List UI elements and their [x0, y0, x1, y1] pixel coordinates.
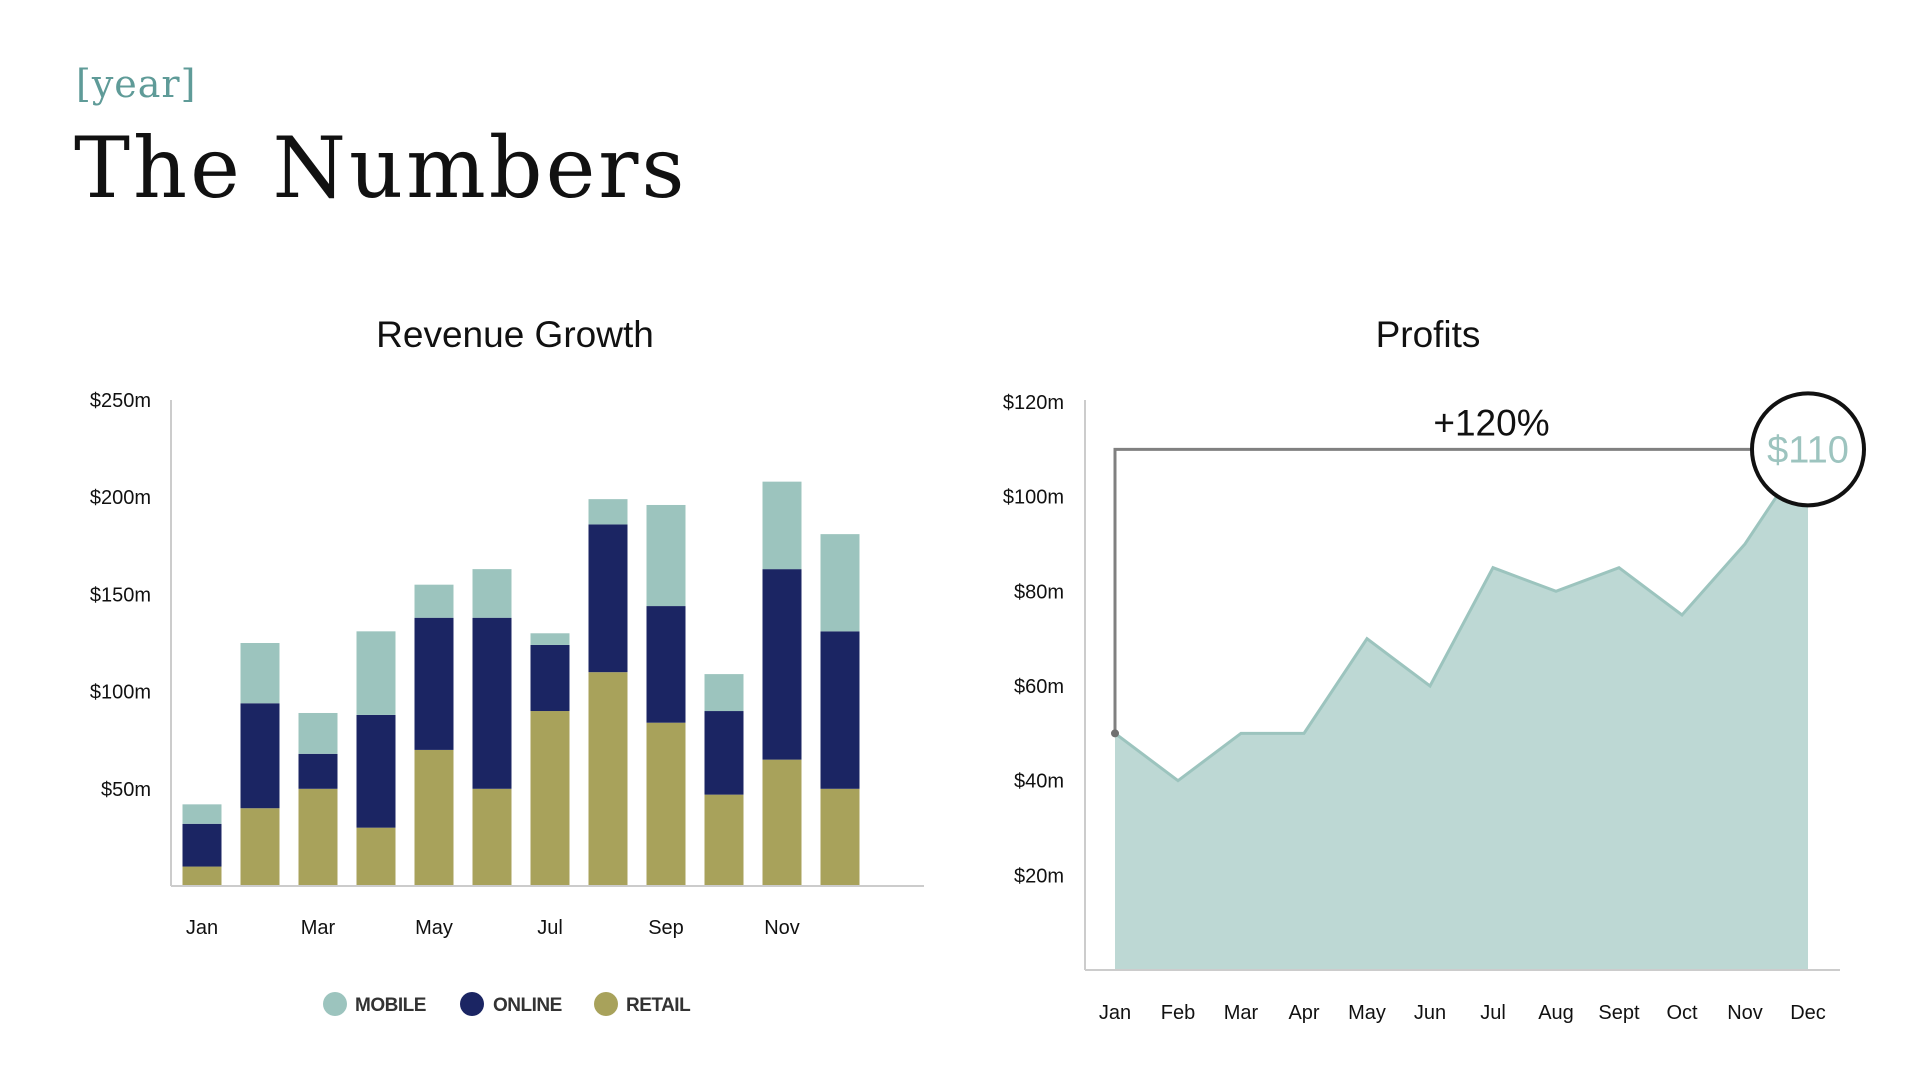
revenue-x-tick-label: Jan: [186, 917, 218, 939]
revenue-bar-retail-mar: [298, 788, 338, 886]
profits-x-tick-label: Oct: [1666, 1002, 1698, 1024]
profits-x-tick-label: Jan: [1099, 1002, 1131, 1024]
revenue-x-tick-label: Mar: [301, 917, 336, 939]
revenue-bar-mobile-nov: [762, 481, 802, 570]
revenue-y-tick-label: $200m: [90, 487, 151, 509]
profits-line: [1114, 448, 1810, 783]
year-subtitle: [year]: [76, 62, 197, 106]
revenue-bar-online-mar: [298, 753, 338, 789]
profits-y-tick-label: $80m: [1014, 581, 1064, 603]
profits-x-tick-label: Feb: [1161, 1002, 1195, 1024]
revenue-bar-retail-dec: [820, 788, 860, 886]
revenue-bar-online-may: [414, 617, 454, 750]
profits-x-tick-label: Jul: [1480, 1002, 1506, 1024]
revenue-bar-mobile-apr: [356, 631, 396, 715]
revenue-bar-retail-feb: [240, 808, 280, 886]
legend-label-retail: RETAIL: [626, 995, 691, 1016]
revenue-bar-mobile-jul: [530, 633, 570, 645]
revenue-bar-mobile-dec: [820, 534, 860, 632]
revenue-bar-mobile-mar: [298, 712, 338, 754]
revenue-bar-online-oct: [704, 711, 744, 795]
legend-label-online: ONLINE: [493, 995, 562, 1016]
revenue-bar-mobile-jan: [182, 804, 222, 824]
profits-x-tick-label: Sept: [1598, 1002, 1640, 1024]
revenue-bar-retail-may: [414, 749, 454, 886]
revenue-bar-online-feb: [240, 703, 280, 809]
revenue-chart-title: Revenue Growth: [376, 314, 654, 355]
profits-x-tick-label: Mar: [1224, 1002, 1259, 1024]
revenue-x-tick-label: Nov: [764, 917, 800, 939]
profits-x-tick-label: Apr: [1288, 1002, 1319, 1024]
profits-area: [1115, 449, 1808, 970]
revenue-bar-online-jul: [530, 644, 570, 712]
revenue-x-tick-label: May: [415, 917, 453, 939]
revenue-bar-mobile-may: [414, 584, 454, 618]
revenue-y-tick-label: $250m: [90, 390, 151, 412]
revenue-bar-retail-jun: [472, 788, 512, 886]
profits-y-tick-label: $120m: [1003, 392, 1064, 414]
legend-marker-retail: [594, 992, 618, 1016]
page-title: The Numbers: [74, 119, 688, 217]
profits-chart-title: Profits: [1376, 314, 1481, 355]
revenue-bar-mobile-jun: [472, 569, 512, 618]
revenue-legend: MOBILE ONLINE RETAIL: [323, 992, 692, 1016]
profits-y-tick-label: $60m: [1014, 676, 1064, 698]
legend-label-mobile: MOBILE: [355, 995, 426, 1016]
legend-marker-online: [460, 992, 484, 1016]
profits-x-tick-label: Aug: [1538, 1002, 1574, 1024]
profits-y-tick-label: $100m: [1003, 487, 1064, 509]
growth-percent-label: +120%: [1433, 402, 1549, 443]
profits-x-tick-label: Dec: [1790, 1002, 1826, 1024]
revenue-bar-online-jan: [182, 823, 222, 867]
revenue-bar-mobile-oct: [704, 674, 744, 712]
revenue-bar-retail-jan: [182, 866, 222, 886]
profits-y-tick-label: $40m: [1014, 771, 1064, 793]
revenue-bar-retail-sep: [646, 722, 686, 886]
revenue-bar-online-aug: [588, 524, 628, 673]
peak-value-callout: [1750, 391, 1866, 508]
revenue-y-tick-label: $50m: [101, 779, 151, 801]
profits-x-tick-label: Jun: [1414, 1002, 1446, 1024]
revenue-bar-retail-aug: [588, 672, 628, 886]
revenue-bar-online-apr: [356, 714, 396, 828]
revenue-bar-retail-jul: [530, 711, 570, 886]
revenue-bar-mobile-aug: [588, 499, 628, 525]
legend-marker-mobile: [323, 992, 347, 1016]
profits-y-tick-label: $20m: [1014, 865, 1064, 887]
revenue-growth-chart: Revenue Growth $50m$100m$150m$200m$250m …: [90, 314, 924, 1016]
revenue-y-tick-label: $150m: [90, 584, 151, 606]
peak-value-label: $110: [1767, 429, 1849, 471]
revenue-bar-retail-nov: [762, 759, 802, 886]
revenue-bar-online-dec: [820, 631, 860, 789]
growth-start-marker: [1111, 729, 1119, 738]
growth-bracket: [1113, 447, 1752, 734]
revenue-x-tick-label: Sep: [648, 917, 684, 939]
revenue-y-tick-label: $100m: [90, 682, 151, 704]
profits-x-tick-label: May: [1348, 1002, 1386, 1024]
revenue-bar-retail-apr: [356, 827, 396, 886]
revenue-x-tick-label: Jul: [537, 917, 563, 939]
revenue-bar-mobile-feb: [240, 643, 280, 704]
profits-x-tick-label: Nov: [1727, 1002, 1763, 1024]
revenue-bar-mobile-sep: [646, 504, 686, 607]
revenue-bar-online-nov: [762, 569, 802, 760]
revenue-bar-online-jun: [472, 617, 512, 789]
revenue-bar-online-sep: [646, 606, 686, 723]
revenue-bar-retail-oct: [704, 794, 744, 886]
